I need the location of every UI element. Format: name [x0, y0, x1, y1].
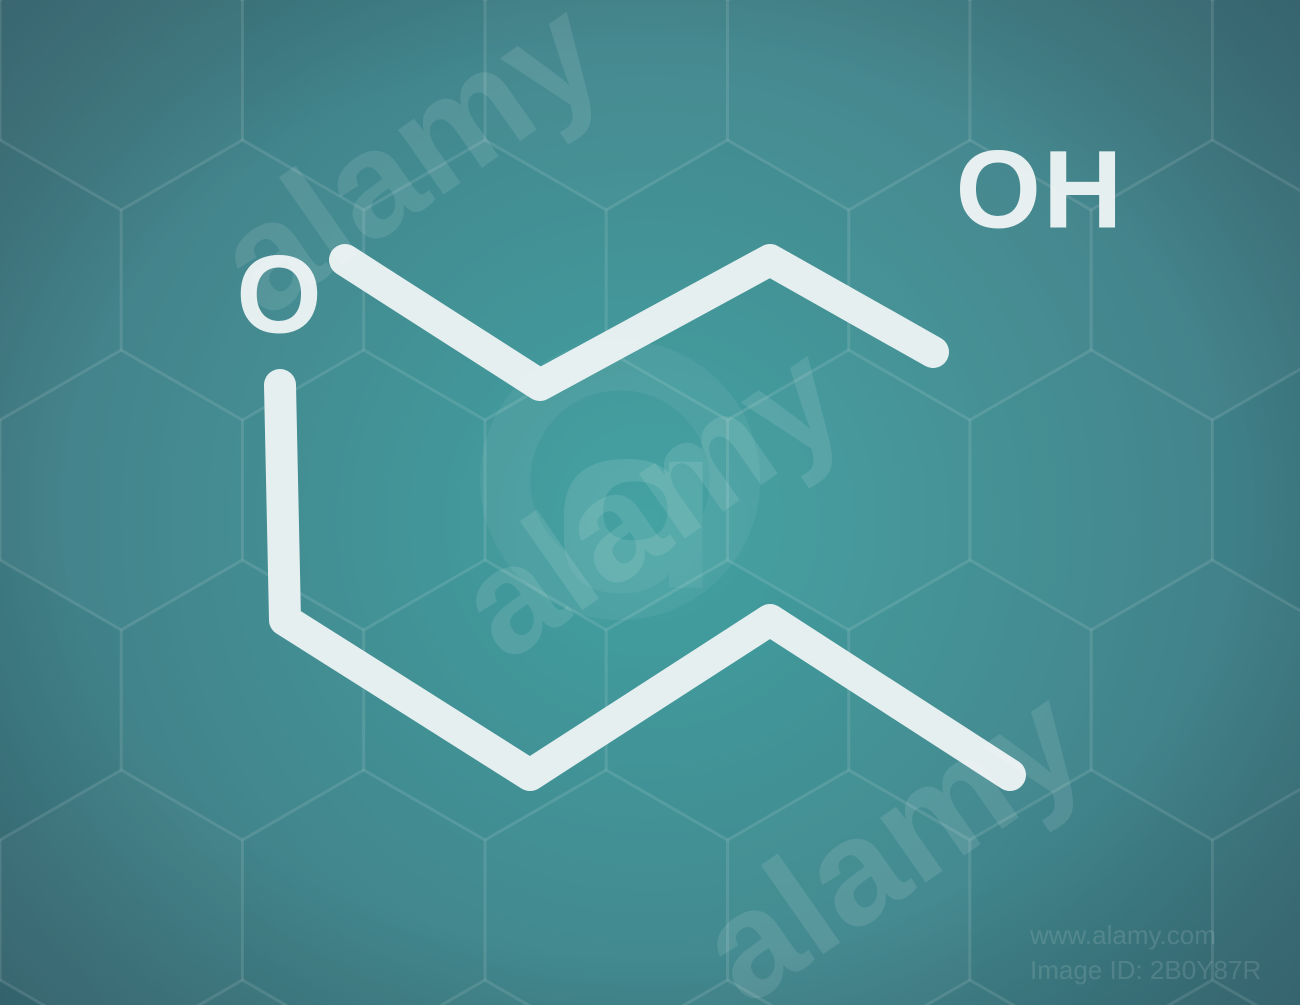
watermark-url: www.alamy.com — [1030, 920, 1216, 951]
watermark-image-id: Image ID: 2B0Y87R — [1030, 955, 1261, 986]
watermark-logo — [466, 326, 774, 634]
figure-root: OH O alamy alamy alamy www.alamy.com Ima… — [0, 0, 1300, 1005]
